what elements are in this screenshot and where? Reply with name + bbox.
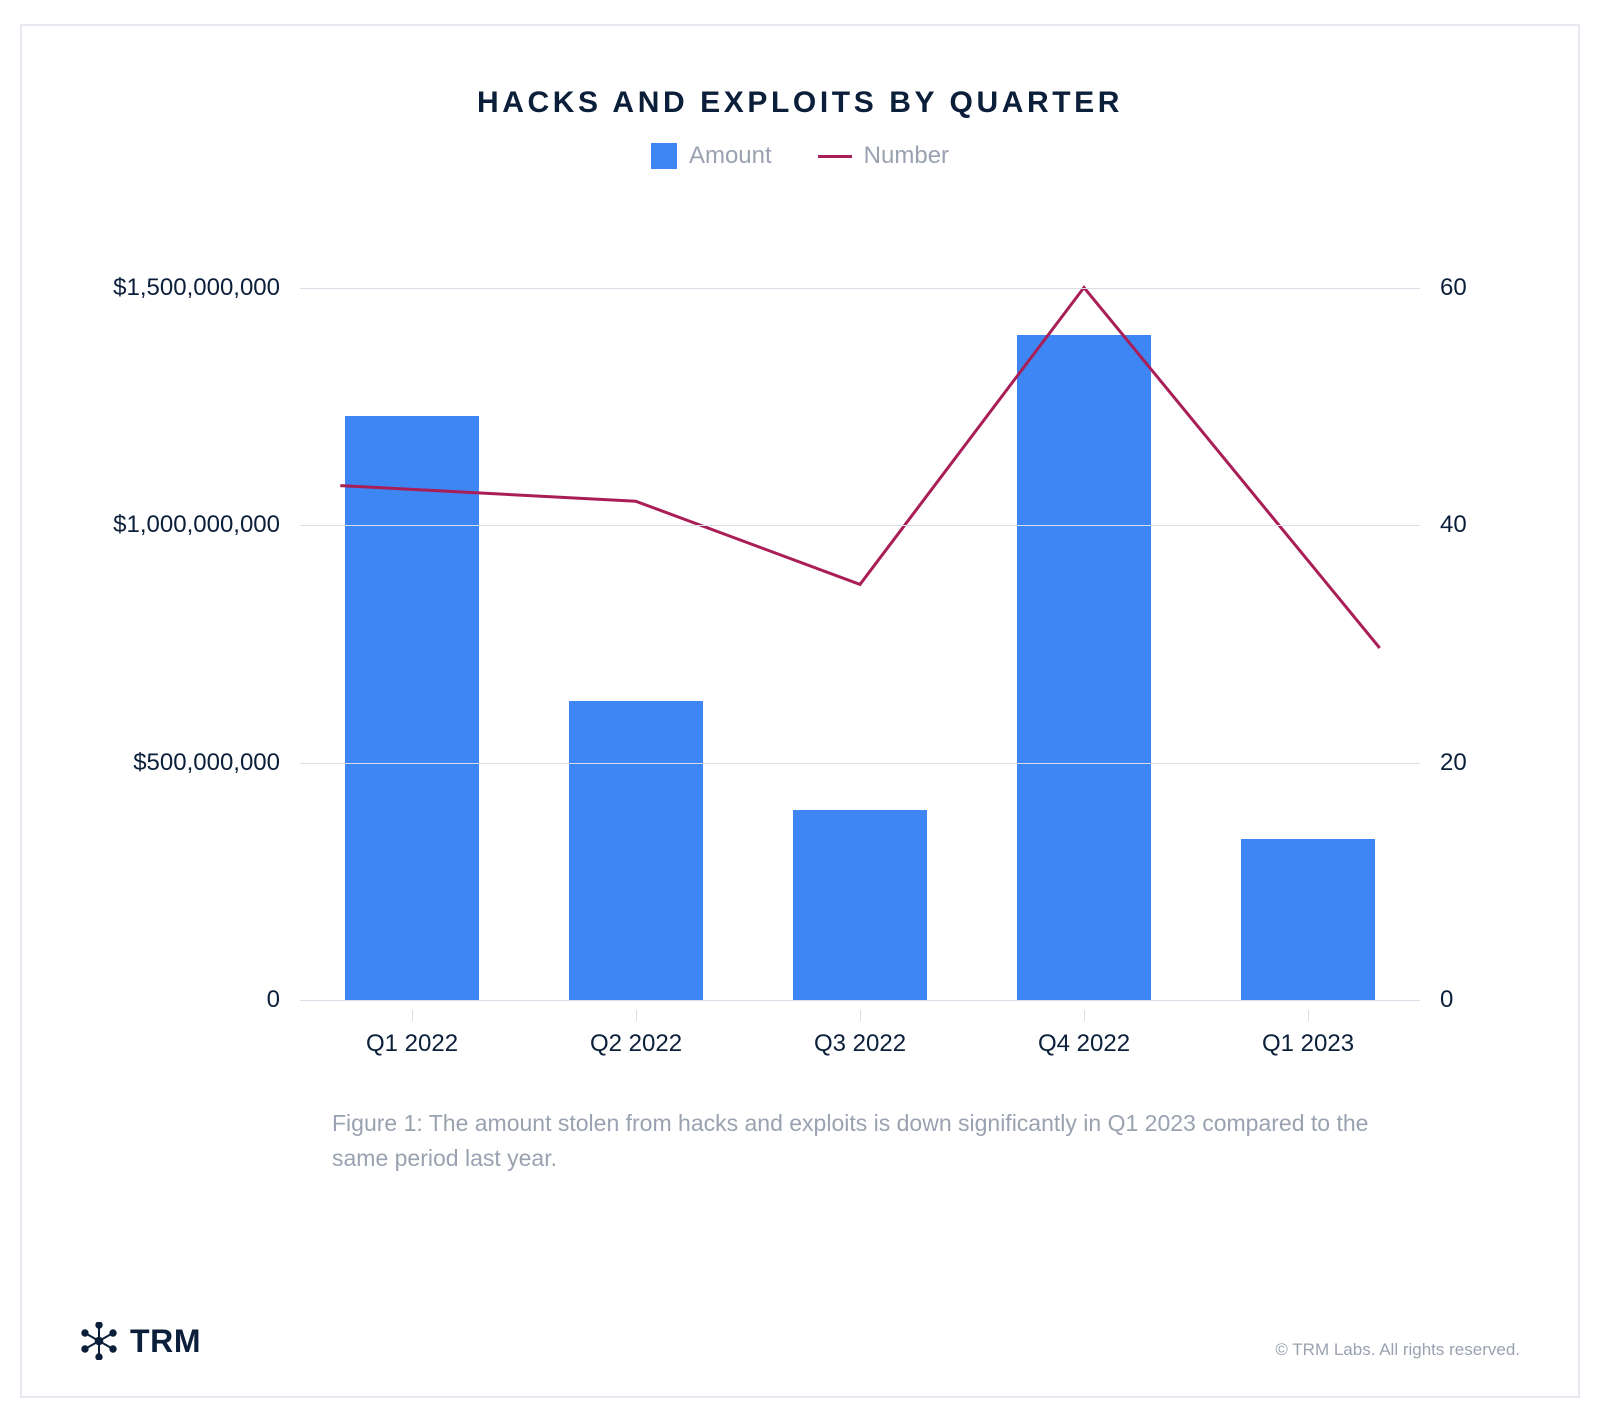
y-axis-right: 0204060 (1440, 240, 1520, 1000)
line-series (340, 288, 1379, 649)
grid-line (300, 763, 1420, 764)
x-tick (412, 1010, 413, 1021)
logo: TRM (80, 1322, 201, 1360)
y-right-tick-label: 60 (1440, 274, 1467, 302)
legend-item-number: Number (818, 142, 949, 170)
line-layer (300, 240, 1420, 1000)
x-tick (1084, 1010, 1085, 1021)
plot-area (300, 240, 1420, 1000)
logo-text: TRM (130, 1323, 201, 1360)
footer: TRM © TRM Labs. All rights reserved. (80, 1322, 1520, 1360)
y-left-tick-label: $1,500,000,000 (113, 274, 280, 302)
x-tick (1308, 1010, 1309, 1021)
x-tick (860, 1010, 861, 1021)
legend: Amount Number (80, 142, 1520, 170)
legend-label-amount: Amount (689, 142, 772, 170)
x-axis: Q1 2022 Q2 2022 Q3 2022 Q4 2022 Q1 2023 (300, 1000, 1420, 1060)
legend-item-amount: Amount (651, 142, 772, 170)
x-label: Q2 2022 (590, 1030, 682, 1058)
x-tick (636, 1010, 637, 1021)
y-left-tick-label: 0 (267, 986, 280, 1014)
y-left-tick-label: $500,000,000 (133, 749, 280, 777)
legend-label-number: Number (864, 142, 949, 170)
copyright: © TRM Labs. All rights reserved. (1275, 1340, 1520, 1360)
x-label: Q1 2023 (1262, 1030, 1354, 1058)
y-right-tick-label: 40 (1440, 511, 1467, 539)
chart-card: HACKS AND EXPLOITS BY QUARTER Amount Num… (20, 24, 1580, 1398)
x-label: Q4 2022 (1038, 1030, 1130, 1058)
y-right-tick-label: 20 (1440, 749, 1467, 777)
legend-line-number (818, 155, 852, 158)
figure-caption: Figure 1: The amount stolen from hacks a… (332, 1106, 1418, 1175)
x-label: Q3 2022 (814, 1030, 906, 1058)
network-icon (80, 1322, 118, 1360)
legend-swatch-amount (651, 143, 677, 169)
y-axis-left: 0$500,000,000$1,000,000,000$1,500,000,00… (80, 240, 280, 1000)
chart-area: 0$500,000,000$1,000,000,000$1,500,000,00… (80, 240, 1520, 1000)
chart-title: HACKS AND EXPLOITS BY QUARTER (80, 86, 1520, 120)
y-left-tick-label: $1,000,000,000 (113, 511, 280, 539)
x-label: Q1 2022 (366, 1030, 458, 1058)
y-right-tick-label: 0 (1440, 986, 1453, 1014)
grid-line (300, 525, 1420, 526)
grid-line (300, 288, 1420, 289)
